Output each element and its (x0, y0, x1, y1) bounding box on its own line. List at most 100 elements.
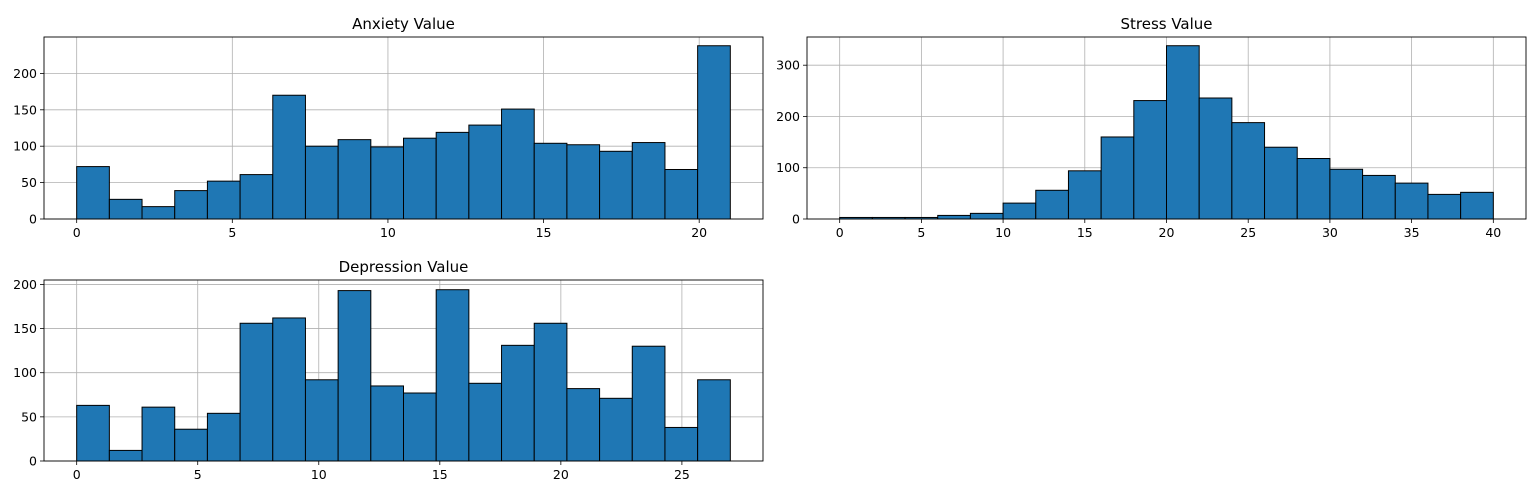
anxiety-bar (599, 150, 633, 220)
anxiety-x-tick-label: 15 (536, 225, 552, 240)
stress-bar (1231, 122, 1266, 220)
depression-y-tick-label: 100 (13, 365, 37, 380)
stress-x-tick-label: 25 (1240, 225, 1256, 240)
depression-x-tick-label: 20 (553, 467, 569, 482)
anxiety-bar (174, 190, 208, 220)
depression-axes-frame (43, 279, 764, 462)
anxiety-bar (272, 94, 306, 220)
depression-bar (206, 412, 241, 462)
depression-bar (533, 322, 568, 462)
anxiety-bar (206, 180, 241, 220)
anxiety-x-tick-label: 20 (691, 225, 707, 240)
stress-x-tick-label: 35 (1404, 225, 1420, 240)
depression-bar (468, 382, 503, 462)
depression-bar (174, 428, 208, 462)
depression-x-tick-label: 5 (194, 467, 202, 482)
stress-bar (937, 214, 971, 220)
anxiety-bar (403, 137, 437, 220)
anxiety-y-tick-label: 50 (21, 175, 37, 190)
depression-bar (370, 385, 404, 462)
anxiety-chart-title: Anxiety Value (352, 15, 455, 33)
anxiety-y-tick-label: 0 (29, 212, 37, 227)
stress-bar (1067, 170, 1102, 220)
anxiety-bar (697, 45, 731, 220)
stress-y-tick-label: 0 (792, 212, 800, 227)
stress-x-tick-label: 5 (917, 225, 925, 240)
stress-x-tick-label: 40 (1485, 225, 1501, 240)
anxiety-bar (337, 139, 372, 220)
anxiety-bar (239, 174, 274, 220)
depression-bar (631, 345, 666, 462)
anxiety-x-tick-label: 10 (380, 225, 396, 240)
anxiety-x-tick-label: 0 (73, 225, 81, 240)
stress-bar (1100, 136, 1135, 220)
stress-x-tick-label: 20 (1159, 225, 1175, 240)
anxiety-bar (141, 206, 176, 220)
anxiety-bar (468, 124, 503, 220)
depression-bar (108, 449, 143, 462)
anxiety-bar (435, 131, 470, 220)
stress-y-tick-label: 200 (776, 109, 800, 124)
stress-bar (1002, 202, 1037, 220)
anxiety-axes-frame (43, 36, 764, 220)
stress-bar (1394, 182, 1429, 220)
stress-bar (1296, 158, 1331, 220)
anxiety-bar (370, 146, 404, 220)
depression-bar (664, 426, 699, 462)
stress-y-tick-label: 300 (776, 58, 800, 73)
depression-histogram-panel: Depression Value 0 5 10 15 20 25 0 50 100 150 200 (13, 258, 764, 482)
stress-x-tick-label: 10 (995, 225, 1011, 240)
depression-bar (566, 388, 601, 462)
stress-bar (1035, 189, 1069, 220)
depression-y-tick-label: 0 (29, 454, 37, 469)
depression-x-tick-label: 25 (674, 467, 690, 482)
anxiety-bar (566, 144, 601, 220)
stress-bar (1427, 193, 1462, 220)
depression-y-tick-label: 50 (21, 409, 37, 424)
depression-x-tick-label: 10 (311, 467, 327, 482)
depression-x-tick-label: 15 (432, 467, 448, 482)
depression-y-tick-label: 150 (13, 321, 37, 336)
stress-bar (1329, 168, 1364, 220)
stress-chart-title: Stress Value (1120, 15, 1212, 33)
stress-x-tick-label: 30 (1322, 225, 1338, 240)
depression-bar (337, 290, 372, 462)
anxiety-bar (108, 198, 143, 220)
depression-bar (697, 379, 731, 462)
depression-y-tick-label: 200 (13, 277, 37, 292)
depression-bar (435, 289, 470, 462)
stress-bar (1362, 174, 1396, 220)
anxiety-y-tick-label: 150 (13, 102, 37, 117)
depression-bar (239, 322, 274, 462)
depression-bar (403, 392, 437, 462)
stress-bar (1460, 191, 1494, 220)
depression-bar (599, 397, 633, 462)
depression-bar (304, 379, 339, 462)
depression-bar (76, 404, 110, 462)
anxiety-y-tick-label: 200 (13, 66, 37, 81)
depression-bar (272, 317, 306, 462)
stress-x-tick-label: 0 (836, 225, 844, 240)
anxiety-bar (533, 142, 568, 220)
stress-bar (1198, 97, 1233, 220)
stress-bar (969, 212, 1004, 220)
depression-chart-title: Depression Value (339, 258, 469, 276)
anxiety-bar (304, 145, 339, 220)
depression-x-tick-label: 0 (73, 467, 81, 482)
anxiety-bar (631, 142, 666, 220)
stress-bar (1166, 45, 1200, 220)
anxiety-bar (76, 166, 110, 220)
stress-x-tick-label: 15 (1077, 225, 1093, 240)
stress-bar (1133, 100, 1168, 220)
anxiety-bar (664, 168, 699, 220)
stress-histogram-panel: Stress Value 0 5 10 15 20 25 30 35 40 0 100 200 300 (776, 15, 1527, 240)
depression-bar (501, 344, 535, 462)
anxiety-y-tick-label: 100 (13, 139, 37, 154)
depression-bar (141, 406, 176, 462)
anxiety-bar (501, 108, 535, 220)
anxiety-x-tick-label: 5 (228, 225, 236, 240)
stress-bar (1264, 146, 1298, 220)
stress-y-tick-label: 100 (776, 160, 800, 175)
